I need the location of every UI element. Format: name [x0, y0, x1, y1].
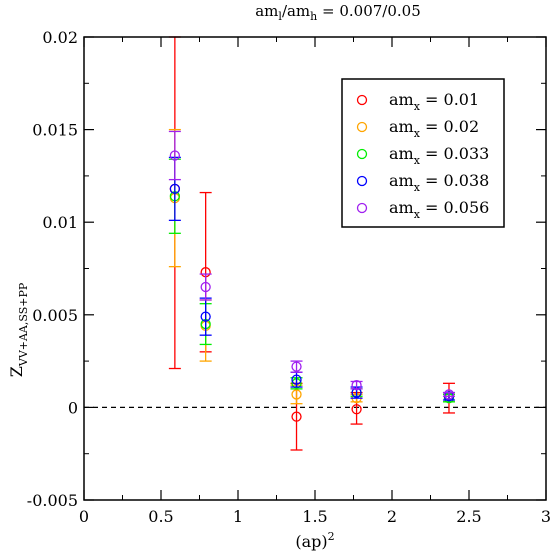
legend-marker: [356, 121, 368, 133]
x-tick-label: 3: [541, 507, 551, 526]
y-tick-label: -0.005: [27, 491, 78, 510]
data-point: [351, 404, 362, 415]
legend-marker: [356, 202, 368, 214]
y-tick-label: 0.015: [32, 121, 78, 140]
legend-label: amx = 0.02: [389, 117, 479, 140]
legend-label-base: am: [389, 90, 414, 109]
data-point: [291, 411, 302, 422]
data-point: [351, 380, 362, 391]
legend-box: [341, 78, 505, 228]
legend-label-sub: x: [414, 127, 421, 140]
legend-label-value: = 0.033: [420, 144, 489, 163]
data-point: [200, 281, 211, 293]
legend-label-base: am: [389, 144, 414, 163]
data-point: [443, 389, 455, 400]
title-sub2: h: [310, 10, 317, 23]
legend-label: amx = 0.038: [389, 171, 489, 194]
data-point: [291, 361, 302, 372]
legend-marker: [356, 148, 368, 160]
legend-label-sub: x: [414, 208, 421, 221]
legend-label-value: = 0.038: [420, 171, 489, 190]
y-axis-label-base: Z: [7, 366, 26, 377]
data-point: [291, 389, 302, 400]
legend-entry-5: amx = 0.056: [356, 198, 489, 221]
data-point: [291, 374, 302, 385]
y-tick-label: 0: [68, 398, 78, 417]
x-tick-label: 2.5: [456, 507, 481, 526]
legend-label: amx = 0.056: [389, 198, 489, 221]
legend-entry-4: amx = 0.038: [356, 171, 489, 194]
y-tick-label: 0.01: [42, 213, 78, 232]
x-tick-label: 1.5: [302, 507, 327, 526]
title-sub1: l: [278, 10, 282, 23]
legend-entry-3: amx = 0.033: [356, 144, 489, 167]
legend-marker: [356, 175, 368, 187]
x-tick-label: 2: [387, 507, 397, 526]
title-mid: /am: [282, 2, 310, 20]
legend-label-base: am: [389, 198, 414, 217]
chart-title: aml/amh = 0.007/0.05: [255, 2, 421, 23]
x-tick-label: 0: [79, 507, 89, 526]
data-point: [200, 311, 211, 322]
title-suffix: = 0.007/0.05: [317, 2, 421, 20]
legend-label-sub: x: [414, 154, 421, 167]
plot-frame: [83, 36, 547, 501]
series-5: [168, 130, 455, 400]
x-axis-label-sup: 2: [328, 530, 335, 543]
legend-label-base: am: [389, 171, 414, 190]
y-tick-label: 0.005: [32, 306, 78, 325]
legend-entry-1: amx = 0.01: [356, 90, 479, 113]
legend-label-value: = 0.01: [420, 90, 479, 109]
legend-label-base: am: [389, 117, 414, 136]
title-prefix: am: [255, 2, 278, 20]
y-tick-label: 0.02: [42, 28, 78, 47]
y-axis-label-sub: VV+AA,SS+PP: [17, 282, 30, 367]
data-point: [169, 183, 181, 195]
legend-label-value: = 0.056: [420, 198, 489, 217]
x-axis-label-base: (ap): [295, 532, 327, 551]
legend-label: amx = 0.033: [389, 144, 489, 167]
legend-label-value: = 0.02: [420, 117, 479, 136]
legend-entry-2: amx = 0.02: [356, 117, 479, 140]
x-axis-label: (ap)2: [295, 530, 334, 551]
legend-label-sub: x: [414, 100, 421, 113]
x-tick-label: 0.5: [148, 507, 173, 526]
y-axis-label: ZVV+AA,SS+PP: [7, 282, 30, 377]
legend-label: amx = 0.01: [389, 90, 479, 113]
legend-marker: [356, 94, 368, 106]
x-tick-label: 1: [233, 507, 243, 526]
legend-label-sub: x: [414, 181, 421, 194]
data-point: [169, 150, 181, 161]
